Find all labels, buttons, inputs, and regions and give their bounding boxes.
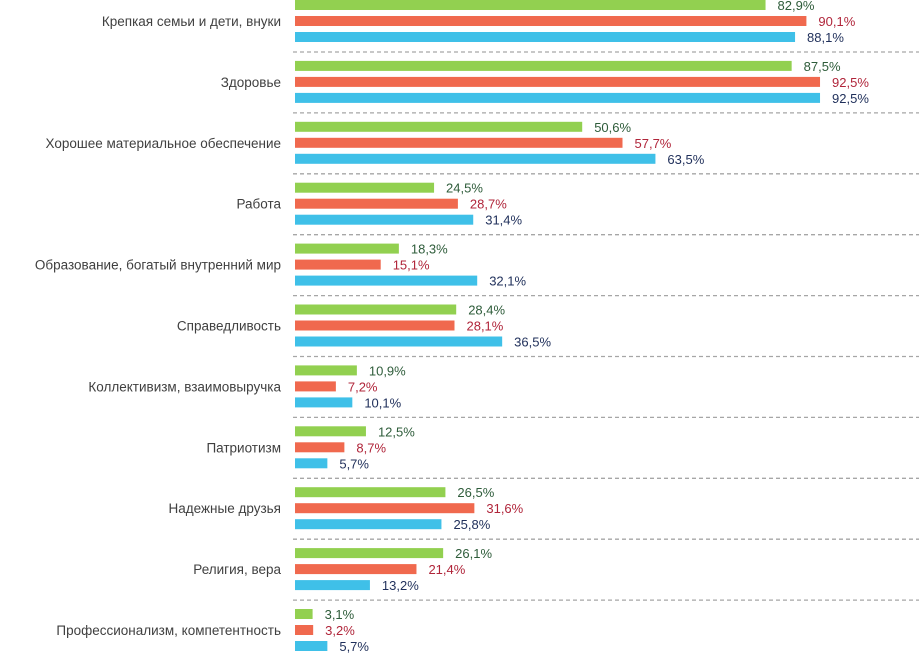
bar-series-blue <box>295 153 656 164</box>
category-label: Здоровье <box>221 75 281 90</box>
data-label: 50,6% <box>594 120 631 135</box>
bar-series-green <box>295 0 766 10</box>
category-label: Справедливость <box>177 319 281 334</box>
bar-series-red <box>295 259 381 270</box>
category-label: Образование, богатый внутренний мир <box>35 258 281 273</box>
bar-series-red <box>295 76 821 87</box>
bar-series-green <box>295 243 399 254</box>
data-label: 31,4% <box>485 213 522 228</box>
data-label: 3,1% <box>325 607 355 622</box>
category-label: Коллективизм, взаимовыручка <box>88 379 281 394</box>
data-label: 5,7% <box>339 639 369 654</box>
bar-series-blue <box>295 336 503 347</box>
data-label: 28,4% <box>468 303 505 318</box>
data-label: 15,1% <box>393 258 430 273</box>
data-label: 57,7% <box>635 136 672 151</box>
data-label: 92,5% <box>832 75 869 90</box>
data-label: 5,7% <box>339 456 369 471</box>
bar-series-green <box>295 121 583 132</box>
data-label: 32,1% <box>489 274 526 289</box>
bar-series-blue <box>295 214 474 225</box>
data-label: 25,8% <box>453 517 490 532</box>
data-label: 36,5% <box>514 335 551 350</box>
category-label: Хорошее материальное обеспечение <box>46 136 281 151</box>
data-label: 90,1% <box>818 14 855 29</box>
bar-series-green <box>295 60 792 71</box>
category-label: Надежные друзья <box>169 501 281 516</box>
bar-series-red <box>295 625 314 635</box>
bar-series-red <box>295 16 807 26</box>
bar-series-blue <box>295 92 821 103</box>
bar-series-green <box>295 548 444 559</box>
bar-series-green <box>295 609 313 619</box>
bar-series-red <box>295 198 458 209</box>
bar-series-blue <box>295 580 370 591</box>
bar-series-blue <box>295 641 328 651</box>
bar-series-red <box>295 381 336 392</box>
data-label: 87,5% <box>804 59 841 74</box>
data-label: 24,5% <box>446 181 483 196</box>
data-label: 21,4% <box>428 562 465 577</box>
data-label: 12,5% <box>378 424 415 439</box>
data-label: 10,1% <box>364 395 401 410</box>
category-label: Работа <box>236 197 281 212</box>
data-label: 18,3% <box>411 242 448 257</box>
data-label: 88,1% <box>807 30 844 45</box>
bar-series-blue <box>295 32 796 42</box>
bar-series-blue <box>295 519 442 530</box>
bar-series-blue <box>295 397 353 408</box>
category-label: Профессионализм, компетентность <box>56 623 281 638</box>
data-label: 63,5% <box>667 152 704 167</box>
data-label: 26,1% <box>455 546 492 561</box>
bar-series-red <box>295 442 345 453</box>
data-label: 7,2% <box>348 379 378 394</box>
category-label: Крепкая семьи и дети, внуки <box>102 14 281 29</box>
bar-series-green <box>295 487 446 498</box>
data-label: 3,2% <box>325 623 355 638</box>
data-label: 28,7% <box>470 197 507 212</box>
bar-series-blue <box>295 458 328 469</box>
bar-series-green <box>295 182 435 193</box>
bar-series-red <box>295 503 475 514</box>
data-label: 31,6% <box>486 501 523 516</box>
bar-series-red <box>295 137 623 148</box>
bar-series-green <box>295 304 457 315</box>
data-label: 8,7% <box>356 440 386 455</box>
data-label: 13,2% <box>382 578 419 593</box>
category-label: Патриотизм <box>206 440 281 455</box>
data-label: 26,5% <box>457 485 494 500</box>
data-label: 10,9% <box>369 363 406 378</box>
bar-series-green <box>295 365 357 376</box>
bar-series-red <box>295 320 455 331</box>
data-label: 92,5% <box>832 91 869 106</box>
category-label: Религия, вера <box>193 562 281 577</box>
bar-series-green <box>295 426 366 437</box>
data-label: 28,1% <box>466 319 503 334</box>
bar-series-blue <box>295 275 478 286</box>
data-label: 82,9% <box>778 0 815 13</box>
bar-series-red <box>295 564 417 575</box>
